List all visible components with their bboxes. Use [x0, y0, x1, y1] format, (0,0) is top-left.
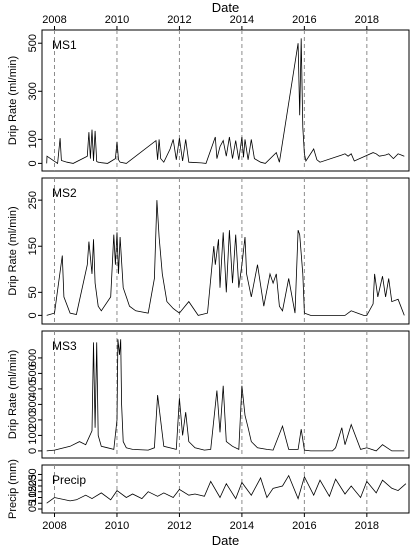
bottom-date-axis: 2008 2010 2012 2014 2016 2018: [42, 513, 379, 532]
series-line-ms1: [46, 38, 405, 165]
bottom-tick-label-2016: 2016: [292, 520, 316, 532]
y-axis-label: Drip Rate (ml/min): [7, 56, 19, 145]
series-line-precip: [46, 474, 407, 504]
panel-frame: [41, 177, 410, 325]
bottom-axis-title: Date: [212, 533, 239, 548]
panel-ms2: 0 50 150 250 Drip Rate (ml/min) MS2: [7, 177, 410, 325]
y-tick-label: 20: [27, 480, 39, 492]
y-axis-label: Precip (mm): [7, 459, 19, 519]
y-tick-label: 300: [27, 82, 39, 100]
y-tick-label: 0: [27, 506, 39, 512]
top-tick-label-2012: 2012: [167, 14, 191, 26]
y-tick-label: 0: [27, 312, 39, 318]
panel-ms1: 0 100 300 500 Drip Rate (ml/min) MS1: [7, 29, 410, 172]
top-tick-label-2018: 2018: [355, 14, 379, 26]
panel-frame: [41, 29, 410, 172]
y-axis-label: Drip Rate (ml/min): [7, 350, 19, 439]
bottom-tick-label-2010: 2010: [105, 520, 129, 532]
y-tick-label: 5: [27, 500, 39, 506]
y-tick-label: 100: [27, 130, 39, 148]
top-tick-label-2008: 2008: [42, 14, 66, 26]
y-tick-label: 200: [27, 411, 39, 429]
y-tick-label: 150: [27, 237, 39, 255]
panel-label: MS1: [52, 38, 77, 52]
y-tick-label: 300: [27, 395, 39, 413]
panel-frame: [41, 464, 410, 514]
panel-label: MS2: [52, 186, 77, 200]
y-tick-label: 30: [27, 468, 39, 480]
bottom-tick-label-2012: 2012: [167, 520, 191, 532]
panel-frame: [41, 330, 410, 459]
y-axis-label: Drip Rate (ml/min): [7, 206, 19, 295]
y-tick-label: 100: [27, 426, 39, 444]
series-line-ms2: [46, 200, 405, 316]
bottom-tick-label-2018: 2018: [355, 520, 379, 532]
y-tick-label: 0: [27, 160, 39, 166]
y-tick-label: 250: [27, 191, 39, 209]
series-line-ms3: [46, 339, 405, 452]
panel-label: MS3: [52, 339, 77, 353]
y-tick-label: 0: [27, 448, 39, 454]
top-date-axis: 2008 2010 2012 2014 2016 2018: [42, 14, 379, 30]
y-tick-label: 10: [27, 491, 39, 503]
y-tick-label: 500: [27, 34, 39, 52]
top-axis-title: Date: [212, 0, 239, 15]
y-tick-label: 600: [27, 349, 39, 367]
panel-label: Precip: [52, 473, 86, 487]
y-tick-label: 500: [27, 364, 39, 382]
y-tick-label: 400: [27, 380, 39, 398]
bottom-tick-label-2014: 2014: [230, 520, 254, 532]
top-tick-label-2014: 2014: [230, 14, 254, 26]
top-tick-label-2010: 2010: [105, 14, 129, 26]
top-tick-label-2016: 2016: [292, 14, 316, 26]
y-tick-label: 15: [27, 486, 39, 498]
y-tick-label: 50: [27, 286, 39, 298]
y-tick-label: 25: [27, 474, 39, 486]
bottom-tick-label-2008: 2008: [42, 520, 66, 532]
